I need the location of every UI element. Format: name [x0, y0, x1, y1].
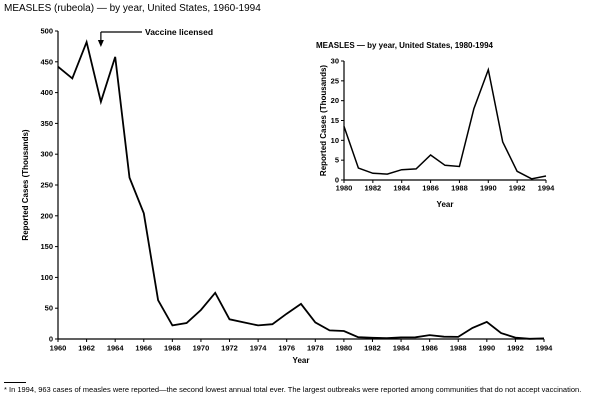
main-x-tick-label: 1966: [135, 344, 152, 353]
inset-y-tick-label: 30: [331, 57, 339, 66]
inset-x-axis-label: Year: [437, 200, 454, 209]
inset-y-tick-label: 5: [335, 156, 339, 165]
inset-x-tick-label: 1980: [336, 184, 353, 193]
main-y-tick-label: 200: [40, 211, 53, 220]
main-x-tick-label: 1974: [250, 344, 268, 353]
main-x-tick-label: 1970: [193, 344, 210, 353]
main-y-tick-label: 450: [40, 57, 53, 66]
inset-y-tick-label: 0: [335, 176, 339, 185]
inset-x-tick-label: 1990: [480, 184, 497, 193]
main-x-tick-label: 1988: [450, 344, 467, 353]
main-x-tick-label: 1960: [50, 344, 67, 353]
main-y-axis-label: Reported Cases (Thousands): [21, 129, 30, 240]
main-x-tick-label: 1994: [536, 344, 554, 353]
main-x-tick-label: 1986: [421, 344, 438, 353]
main-x-tick-label: 1984: [393, 344, 411, 353]
inset-x-tick-label: 1982: [365, 184, 382, 193]
main-y-tick-label: 400: [40, 88, 53, 97]
main-y-tick-label: 0: [49, 335, 53, 344]
main-series-line: [57, 39, 545, 340]
main-x-tick-label: 1972: [221, 344, 238, 353]
main-x-tick-label: 1976: [278, 344, 295, 353]
annotation-arrowhead: [97, 40, 104, 47]
inset-x-tick-label: 1986: [422, 184, 439, 193]
main-x-tick-label: 1968: [164, 344, 181, 353]
main-x-axis-label: Year: [293, 356, 310, 365]
inset-y-tick-label: 10: [331, 136, 339, 145]
footnote: * In 1994, 963 cases of measles were rep…: [4, 385, 582, 394]
main-x-tick-label: 1980: [336, 344, 353, 353]
footnote-rule: [4, 382, 26, 383]
annotation-label: Vaccine licensed: [145, 27, 213, 37]
inset-x-tick-label: 1992: [509, 184, 526, 193]
inset-x-tick-label: 1994: [538, 184, 556, 193]
main-x-tick-label: 1992: [507, 344, 524, 353]
main-y-tick-label: 50: [45, 304, 53, 313]
inset-title: MEASLES — by year, United States, 1980-1…: [316, 41, 494, 50]
main-x-tick-label: 1964: [107, 344, 125, 353]
inset-series-line: [343, 66, 547, 180]
main-y-tick-label: 100: [40, 273, 53, 282]
main-x-tick-label: 1962: [78, 344, 95, 353]
inset-y-tick-label: 25: [331, 76, 339, 85]
main-x-tick-label: 1982: [364, 344, 381, 353]
main-y-tick-label: 300: [40, 150, 53, 159]
main-x-tick-label: 1978: [307, 344, 324, 353]
chart-title: MEASLES (rubeola) — by year, United Stat…: [4, 3, 261, 14]
inset-y-axis-label: Reported Cases (Thousands): [319, 65, 328, 176]
main-y-tick-label: 500: [40, 27, 53, 36]
inset-y-tick-label: 20: [331, 96, 339, 105]
inset-x-tick-label: 1988: [451, 184, 468, 193]
main-y-tick-label: 350: [40, 119, 53, 128]
inset-y-tick-label: 15: [331, 116, 339, 125]
inset-chart: MEASLES — by year, United States, 1980-1…: [316, 41, 555, 209]
inset-x-tick-label: 1984: [393, 184, 411, 193]
main-x-tick-label: 1990: [478, 344, 495, 353]
main-y-tick-label: 250: [40, 181, 53, 190]
main-y-tick-label: 150: [40, 242, 53, 251]
